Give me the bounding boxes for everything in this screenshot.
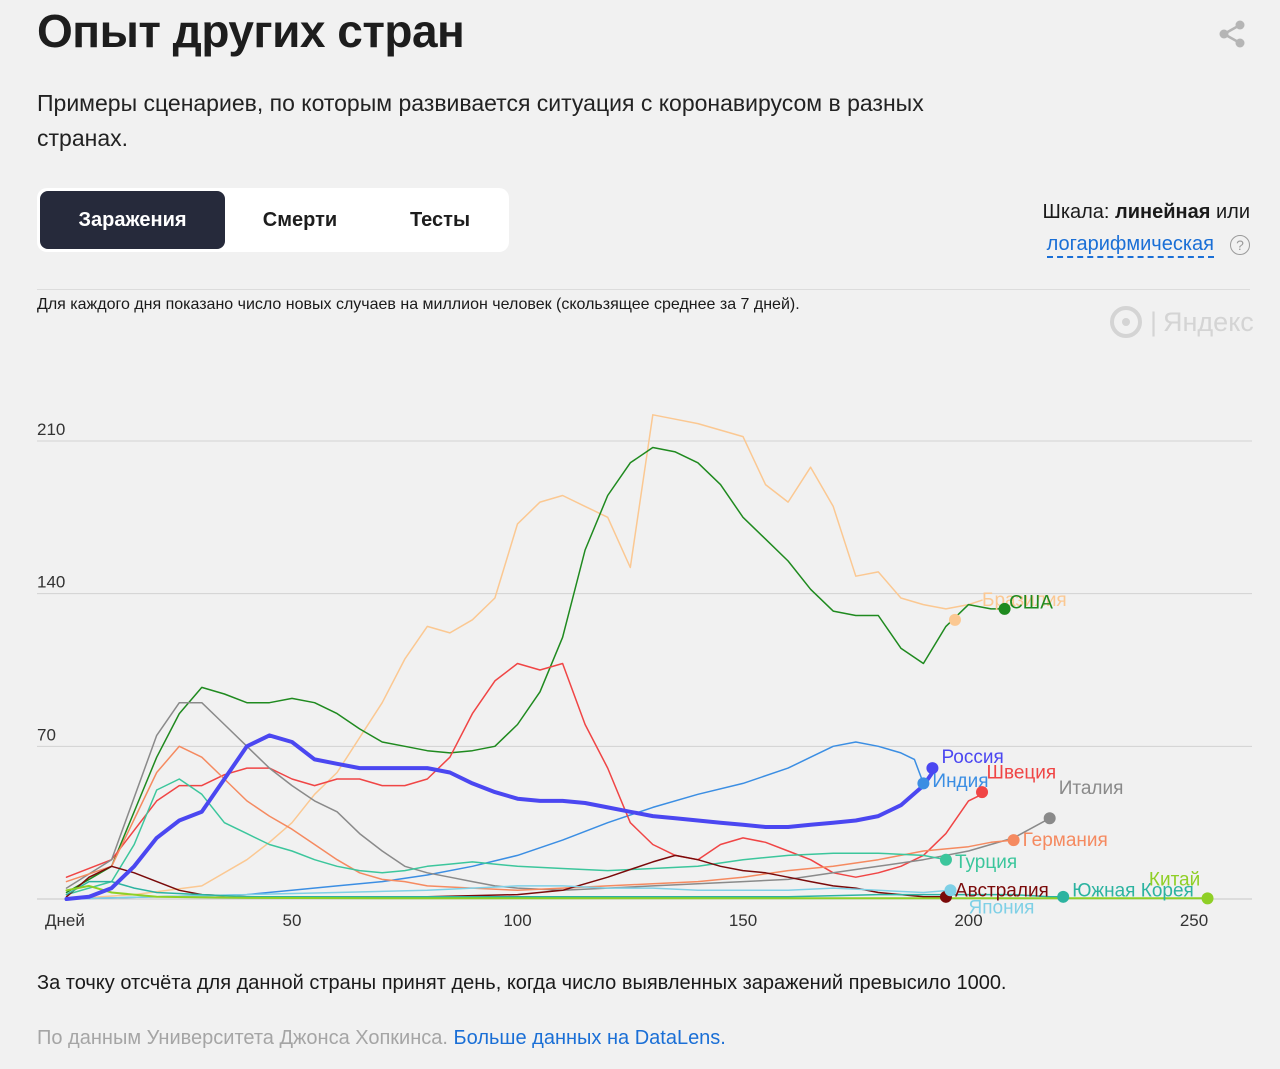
scale-prefix: Шкала: [1042,201,1110,223]
divider [37,289,1250,290]
y-tick-label: 210 [37,420,65,439]
tab-tests[interactable]: Тесты [409,208,471,231]
series-end-point [948,613,961,626]
series-end-point [944,884,957,897]
series-line-Австралия [65,854,947,898]
series-line-США [65,446,1006,894]
x-axis-label: Дней [45,911,85,930]
tab-deaths[interactable]: Смерти [262,208,338,231]
series-line-Япония [65,885,952,900]
source-text: По данным Университета Джонса Хопкинса. [37,1027,448,1049]
series-label: Япония [969,898,1035,919]
series-end-point [976,786,989,799]
series-label: Турция [955,852,1017,873]
series-label: Китай [1149,869,1200,890]
y-tick-label: 70 [37,725,56,744]
series-end-point [1043,812,1056,825]
series-label: Индия [932,771,988,792]
series-line-Швеция [65,662,983,878]
series-end-point [1007,834,1020,847]
series-label: Италия [1059,778,1124,799]
yandex-watermark: | Яндекс [1110,306,1254,338]
series-label: Россия [941,747,1003,768]
series-line-Германия [65,745,1015,892]
share-icon[interactable] [1216,18,1248,50]
page-title: Опыт других стран [37,5,465,57]
series-line-Россия [64,733,935,901]
datalens-link[interactable]: Больше данных на DataLens. [453,1027,726,1049]
series-label: Германия [1023,830,1108,851]
metric-tabs: Заражения Смерти Тесты [37,188,509,252]
series-line-Италия [65,701,1051,892]
scale-current: линейная [1115,201,1211,223]
series-end-point [998,602,1011,615]
tab-infections[interactable]: Заражения [40,191,225,249]
series-label: Австралия [955,880,1049,901]
series-end-point [939,853,952,866]
series-end-point [917,777,930,790]
chart-note: Для каждого дня показано число новых слу… [37,296,800,313]
x-tick-label: 150 [729,911,757,930]
x-tick-label: 100 [503,911,531,930]
y-tick-label: 140 [37,573,65,592]
x-tick-label: 250 [1180,911,1208,930]
x-tick-label: 200 [954,911,982,930]
scale-switcher: Шкала: линейная или логарифмическая? [1042,196,1250,260]
series-label: Швеция [987,763,1057,784]
scale-or: или [1215,201,1250,223]
series-end-point [1201,892,1214,905]
yandex-logo-icon [1110,306,1142,338]
source-line: По данным Университета Джонса Хопкинса. … [37,1027,726,1050]
series-label: Южная Корея [1072,880,1194,901]
series-line-Турция [65,778,947,896]
series-line-Индия [65,741,925,900]
scale-log-link[interactable]: логарифмическая [1046,233,1214,258]
series-label: США [1009,592,1053,613]
x-tick-label: 50 [283,911,302,930]
page-subtitle: Примеры сценариев, по которым развиваетс… [37,90,924,151]
help-icon[interactable]: ? [1230,234,1250,255]
watermark-text: Яндекс [1163,306,1254,337]
series-line-Бразилия [65,414,983,900]
footnote: За точку отсчёта для данной страны приня… [37,972,1007,994]
series-end-point [1057,890,1070,903]
series-end-point [926,762,939,775]
